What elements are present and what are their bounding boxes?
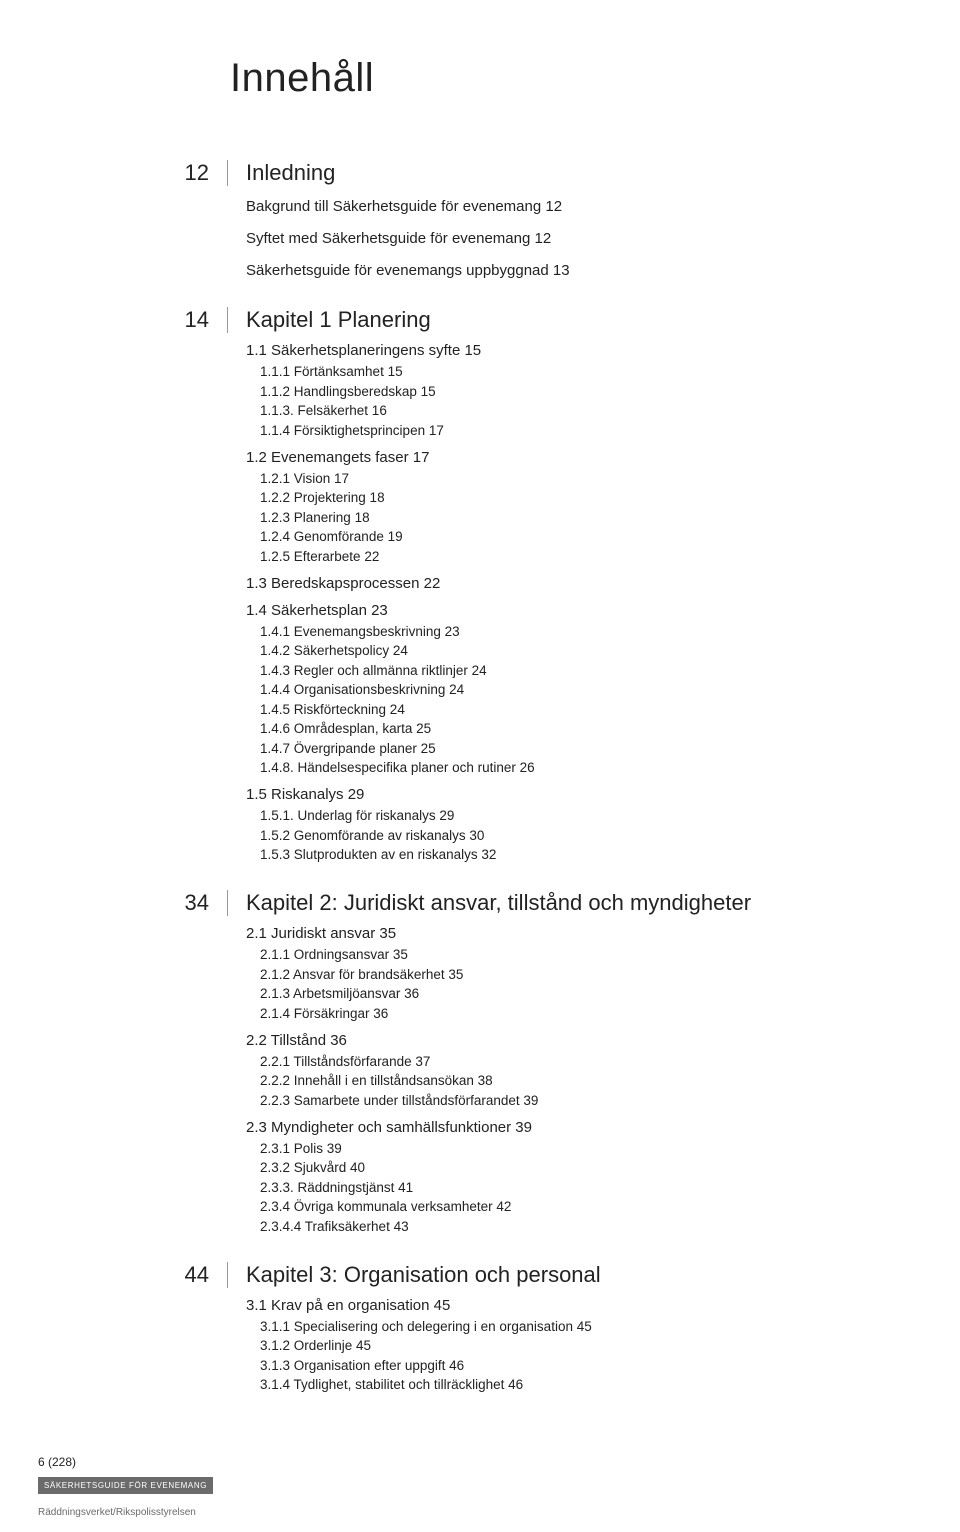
toc-intro-line: Bakgrund till Säkerhetsguide för evenema…: [246, 198, 562, 215]
toc-section: 1.5 Riskanalys 29: [246, 786, 364, 803]
toc-subsection: 1.1.1 Förtänksamhet 15: [246, 364, 403, 379]
toc-subsection: 1.4.4 Organisationsbeskrivning 24: [246, 682, 464, 697]
toc-subsection: 2.2.1 Tillståndsförfarande 37: [246, 1054, 430, 1069]
toc-subsection: 1.2.1 Vision 17: [246, 471, 349, 486]
toc-subsection: 1.5.3 Slutprodukten av en riskanalys 32: [246, 847, 496, 862]
toc-subsection: 2.3.3. Räddningstjänst 41: [246, 1180, 413, 1195]
toc-section: 1.3 Beredskapsprocessen 22: [246, 575, 440, 592]
guide-badge: SÄKERHETSGUIDE FÖR EVENEMANG: [38, 1477, 213, 1494]
toc-chapter-page: 14: [185, 307, 209, 332]
toc-chapter-title: Kapitel 3: Organisation och personal: [246, 1262, 601, 1287]
toc-subsection: 1.4.1 Evenemangsbeskrivning 23: [246, 624, 460, 639]
toc-chapter-page: 12: [185, 160, 209, 185]
toc-subsection: 2.3.1 Polis 39: [246, 1141, 342, 1156]
toc-subsection: 1.2.2 Projektering 18: [246, 490, 385, 505]
toc-subsection: 2.1.2 Ansvar för brandsäkerhet 35: [246, 967, 463, 982]
toc-subsection: 2.3.2 Sjukvård 40: [246, 1160, 365, 1175]
toc-subsection: 1.1.2 Handlingsberedskap 15: [246, 384, 436, 399]
toc-intro-line: Säkerhetsguide för evenemangs uppbyggnad…: [246, 262, 570, 279]
toc-subsection: 2.3.4.4 Trafiksäkerhet 43: [246, 1219, 409, 1234]
footer-left: 6 (228) SÄKERHETSGUIDE FÖR EVENEMANG: [38, 1455, 213, 1494]
toc-subsection: 1.4.2 Säkerhetspolicy 24: [246, 643, 408, 658]
toc-subsection: 1.2.4 Genomförande 19: [246, 529, 403, 544]
toc-subsection: 1.1.3. Felsäkerhet 16: [246, 403, 387, 418]
toc-subsection: 2.1.4 Försäkringar 36: [246, 1006, 388, 1021]
toc-chapter-page: 34: [185, 890, 209, 915]
toc-chapter-title: Kapitel 1 Planering: [246, 307, 431, 332]
toc-section: 1.2 Evenemangets faser 17: [246, 449, 429, 466]
toc-section: 1.4 Säkerhetsplan 23: [246, 602, 388, 619]
toc-subsection: 3.1.2 Orderlinje 45: [246, 1338, 371, 1353]
toc-subsection: 2.1.3 Arbetsmiljöansvar 36: [246, 986, 419, 1001]
page-title: Innehåll: [230, 56, 374, 101]
toc-subsection: 1.4.6 Områdesplan, karta 25: [246, 721, 431, 736]
toc-subsection: 1.4.8. Händelsespecifika planer och ruti…: [246, 760, 535, 775]
toc-chapter-title: Inledning: [246, 160, 335, 185]
page-indicator: 6 (228): [38, 1455, 213, 1469]
toc-section: 2.3 Myndigheter och samhällsfunktioner 3…: [246, 1119, 532, 1136]
table-of-contents: 12 Inledning Bakgrund till Säkerhetsguide …: [152, 160, 932, 1394]
toc-section: 2.1 Juridiskt ansvar 35: [246, 925, 396, 942]
toc-chapter-title: Kapitel 2: Juridiskt ansvar, tillstånd o…: [246, 890, 751, 915]
toc-section: 3.1 Krav på en organisation 45: [246, 1297, 450, 1314]
toc-section: 1.1 Säkerhetsplaneringens syfte 15: [246, 342, 481, 359]
toc-subsection: 1.2.3 Planering 18: [246, 510, 370, 525]
toc-subsection: 3.1.4 Tydlighet, stabilitet och tillräck…: [246, 1377, 523, 1392]
toc-subsection: 3.1.3 Organisation efter uppgift 46: [246, 1358, 464, 1373]
toc-subsection: 3.1.1 Specialisering och delegering i en…: [246, 1319, 592, 1334]
toc-chapter-page: 44: [185, 1262, 209, 1287]
toc-subsection: 2.2.2 Innehåll i en tillståndsansökan 38: [246, 1073, 493, 1088]
toc-intro-line: Syftet med Säkerhetsguide för evenemang …: [246, 230, 551, 247]
toc-section: 2.2 Tillstånd 36: [246, 1032, 347, 1049]
toc-subsection: 2.1.1 Ordningsansvar 35: [246, 947, 408, 962]
toc-subsection: 2.3.4 Övriga kommunala verksamheter 42: [246, 1199, 511, 1214]
toc-subsection: 1.5.2 Genomförande av riskanalys 30: [246, 828, 484, 843]
toc-subsection: 1.5.1. Underlag för riskanalys 29: [246, 808, 454, 823]
toc-subsection: 1.2.5 Efterarbete 22: [246, 549, 379, 564]
toc-subsection: 1.4.5 Riskförteckning 24: [246, 702, 405, 717]
toc-subsection: 1.1.4 Försiktighetsprincipen 17: [246, 423, 444, 438]
footer-org: Räddningsverket/Rikspolisstyrelsen: [38, 1507, 196, 1518]
toc-subsection: 1.4.3 Regler och allmänna riktlinjer 24: [246, 663, 487, 678]
toc-subsection: 1.4.7 Övergripande planer 25: [246, 741, 436, 756]
toc-subsection: 2.2.3 Samarbete under tillståndsförfaran…: [246, 1093, 538, 1108]
